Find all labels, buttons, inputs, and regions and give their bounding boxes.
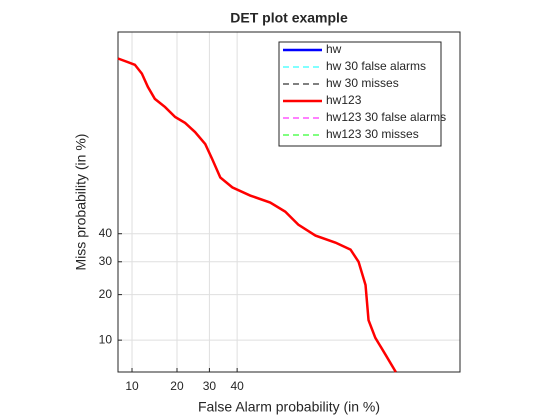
legend-box [278,41,442,147]
y-tick-label: 40 [99,226,113,240]
x-axis-label: False Alarm probability (in %) [198,399,380,415]
y-tick-label: 20 [99,287,113,301]
x-tick-label: 20 [170,379,184,393]
legend-label: hw 30 false alarms [326,59,426,73]
x-tick-label: 40 [230,379,244,393]
legend-label: hw123 [326,93,362,107]
y-tick-label: 10 [99,332,113,346]
legend-label: hw [326,42,342,56]
legend-label: hw 30 misses [326,76,399,90]
x-tick-label: 10 [125,379,139,393]
plot-frame [117,31,461,373]
x-tick-label: 30 [203,379,217,393]
y-tick-label: 30 [99,254,113,268]
legend-label: hw123 30 misses [326,127,419,141]
chart-title: DET plot example [230,10,348,26]
legend-label: hw123 30 false alarms [326,110,446,124]
y-axis-label: Miss probability (in %) [73,134,89,271]
det-curve [117,57,397,373]
